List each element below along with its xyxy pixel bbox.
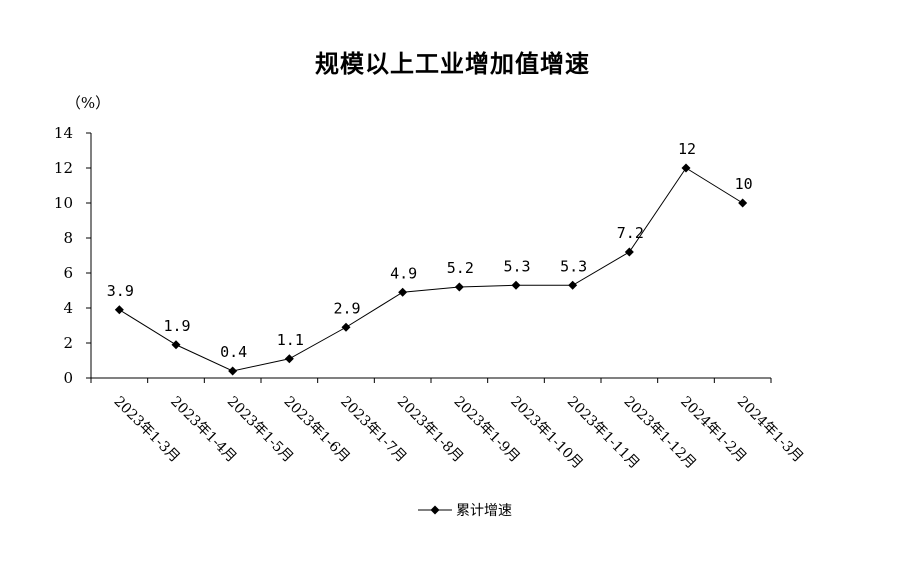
data-label: 7.2 [617,224,644,242]
data-point-marker [511,280,521,290]
data-point-marker [228,366,238,376]
x-ticks: 2023年1-3月2023年1-4月2023年1-5月2023年1-6月2023… [90,378,806,472]
legend-label: 累计增速 [456,503,512,519]
data-point-marker [114,305,124,315]
y-ticks: 0 2 4 6 8 10 12 14 [54,124,91,387]
y-axis-unit-label: （%） [66,94,110,112]
data-label: 1.1 [277,331,304,349]
y-tick-label: 12 [54,159,73,177]
y-tick-label: 14 [54,124,73,142]
series-line [119,167,743,372]
data-label: 4.9 [390,264,417,282]
data-point-marker [171,340,181,350]
y-tick-label: 0 [63,369,73,387]
legend: 累计增速 [418,503,512,519]
data-label: 5.3 [560,257,587,275]
data-label: 2.9 [333,299,360,317]
y-tick-label: 2 [63,334,73,352]
series-layer: 3.9 1.9 0.4 1.1 2.9 4.9 5.2 5.3 5.3 7.2 12 10 [107,140,753,376]
data-point-marker [624,247,634,257]
axes [90,133,771,379]
data-point-marker [681,163,691,173]
data-point-marker [398,287,408,297]
chart-title: 规模以上工业增加值增速 [315,49,590,78]
y-tick-label: 6 [63,264,73,282]
data-label: 1.9 [163,317,190,335]
y-tick-label: 4 [63,299,73,317]
data-point-marker [738,198,748,208]
data-label: 5.2 [447,259,474,277]
data-point-marker [341,322,351,332]
data-point-marker [284,354,294,364]
data-label: 5.3 [503,257,530,275]
data-label: 10 [735,175,753,193]
data-point-marker [454,282,464,292]
y-tick-label: 10 [54,194,73,212]
data-label: 0.4 [220,343,247,361]
data-label: 3.9 [107,282,134,300]
data-point-marker [568,280,578,290]
y-tick-label: 8 [63,229,73,247]
data-label: 12 [678,140,696,158]
legend-marker [430,505,440,515]
